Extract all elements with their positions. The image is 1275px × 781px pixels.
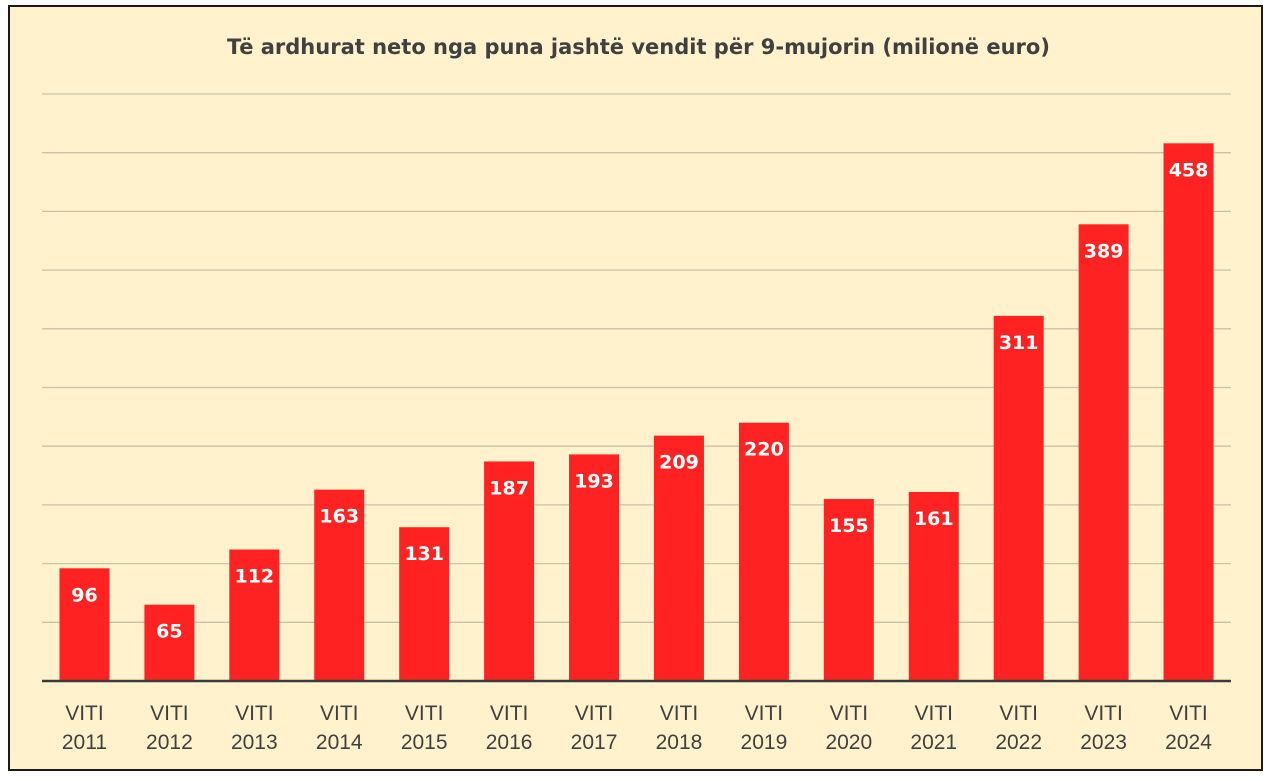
value-label-2019: 220: [744, 439, 784, 461]
value-label-2021: 161: [914, 508, 954, 530]
value-label-2015: 131: [404, 543, 444, 565]
bars: [59, 143, 1214, 682]
bar-2014: [314, 489, 365, 681]
bar-2011: [59, 568, 110, 681]
value-label-2012: 65: [156, 621, 182, 643]
value-label-2022: 311: [999, 332, 1039, 354]
value-label-2014: 163: [319, 506, 359, 528]
value-label-2018: 209: [659, 452, 699, 474]
category-label-2012: VITI 2012: [146, 702, 193, 754]
bar-chart: Të ardhurat neto nga puna jashtë vendit …: [42, 35, 1231, 754]
category-label-2013: VITI 2013: [231, 702, 278, 754]
bar-2016: [484, 461, 535, 681]
category-label-2016: VITI 2016: [486, 702, 533, 754]
category-labels: VITI 2011 VITI 2012 VITI 2013 VITI 2014 VITI 2015…: [62, 702, 1212, 754]
bar-2013: [229, 549, 280, 681]
value-label-2020: 155: [829, 515, 869, 537]
bar-2022: [993, 315, 1044, 681]
value-label-2017: 193: [574, 470, 614, 492]
bar-2023: [1078, 224, 1129, 681]
value-labels: 96 65 112 163 131 187 193 209 220 155 161 311 389 458: [71, 159, 1208, 642]
category-label-2019: VITI 2019: [741, 702, 788, 754]
bar-2017: [569, 454, 620, 681]
bar-2019: [738, 422, 789, 681]
value-label-2024: 458: [1169, 159, 1209, 181]
chart-frame: Të ardhurat neto nga puna jashtë vendit …: [8, 5, 1263, 771]
category-label-2022: VITI 2022: [995, 702, 1042, 754]
bar-2024: [1163, 143, 1214, 682]
chart-title: Të ardhurat neto nga puna jashtë vendit …: [227, 35, 1050, 59]
category-label-2024: VITI 2024: [1165, 702, 1212, 754]
bar-2015: [399, 527, 450, 681]
bar-2020: [823, 499, 874, 681]
bar-2012: [144, 604, 195, 681]
value-label-2013: 112: [234, 566, 274, 588]
category-label-2018: VITI 2018: [656, 702, 703, 754]
category-label-2017: VITI 2017: [571, 702, 618, 754]
value-label-2011: 96: [71, 584, 97, 606]
category-label-2020: VITI 2020: [825, 702, 872, 754]
category-label-2015: VITI 2015: [401, 702, 448, 754]
category-label-2023: VITI 2023: [1080, 702, 1127, 754]
category-label-2014: VITI 2014: [316, 702, 363, 754]
bar-2018: [653, 435, 704, 681]
category-label-2021: VITI 2021: [910, 702, 957, 754]
value-label-2016: 187: [489, 477, 529, 499]
value-label-2023: 389: [1084, 240, 1124, 262]
gridlines: [42, 93, 1231, 623]
category-label-2011: VITI 2011: [62, 702, 107, 754]
bar-2021: [908, 491, 959, 681]
